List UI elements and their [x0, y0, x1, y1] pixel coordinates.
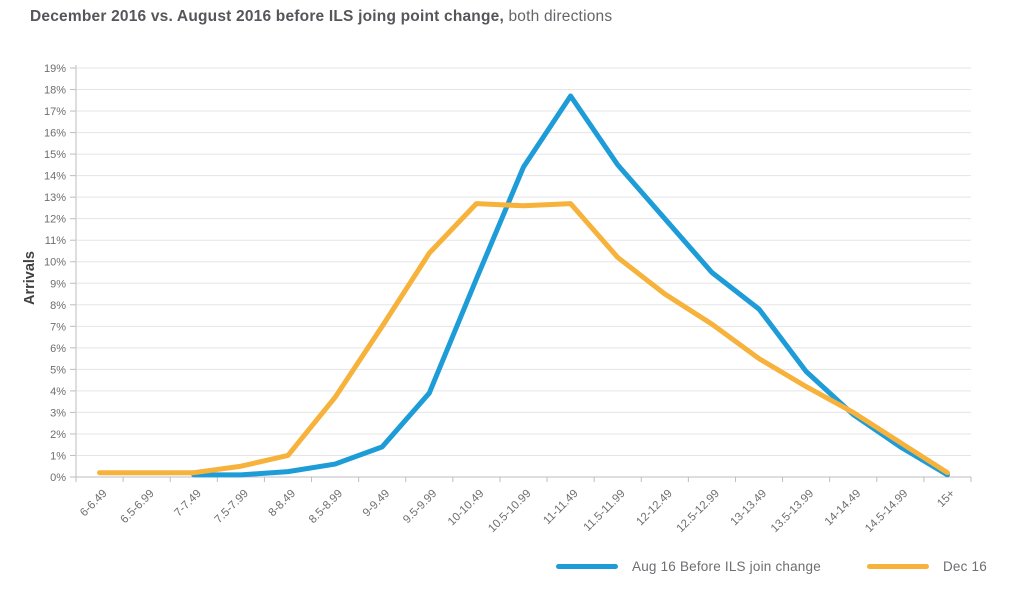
y-tick-label: 6% [50, 343, 66, 355]
y-axis-title: Arrivals [22, 251, 38, 305]
x-tick-label: 8-8.49 [267, 488, 299, 520]
x-tick-label: 7-7.49 [172, 488, 204, 520]
y-tick-label: 8% [50, 300, 66, 312]
y-tick-label: 5% [50, 364, 66, 376]
x-tick-label: 10-10.49 [446, 488, 487, 529]
x-tick-label: 14.5-14.99 [863, 488, 910, 535]
x-tick-label: 11-11.49 [541, 488, 580, 527]
y-tick-label: 9% [50, 278, 66, 290]
y-tick-label: 12% [44, 214, 66, 226]
legend-label-dec16: Dec 16 [942, 559, 987, 574]
legend-label-aug16: Aug 16 Before ILS join change [632, 559, 821, 574]
y-tick-label: 11% [45, 235, 66, 247]
x-tick-label: 9.5-9.99 [401, 488, 439, 526]
chart-title-suffix: both directions [503, 8, 613, 25]
y-tick-label: 13% [44, 192, 66, 204]
series-line-dec16 [97, 201, 950, 476]
x-tick-label: 7.5-7.99 [213, 488, 251, 526]
x-tick-label: 8.5-8.99 [307, 488, 345, 526]
y-tick-label: 14% [44, 171, 66, 183]
chart-title-main: December 2016 vs. August 2016 before ILS… [30, 8, 504, 25]
x-tick-label: 9-9.49 [361, 488, 393, 520]
x-tick-label: 11.5-11.99 [582, 488, 628, 534]
y-tick-label: 4% [50, 386, 66, 398]
x-tick-label: 12-12.49 [634, 488, 675, 529]
legend-swatch-dec16 [866, 564, 929, 569]
y-tick-label: 10% [44, 257, 66, 269]
y-tick-label: 17% [44, 106, 66, 118]
y-tick-label: 7% [50, 321, 66, 333]
y-tick-label: 2% [50, 429, 66, 441]
x-tick-label: 15+ [935, 487, 957, 509]
x-tick-label: 6.5-6.99 [118, 488, 156, 526]
y-tick-label: 18% [44, 85, 66, 97]
series-line-aug16 [191, 93, 950, 478]
x-tick-label: 12.5-12.99 [675, 488, 722, 535]
y-tick-label: 3% [50, 407, 66, 419]
legend-item-dec16: Dec 16 [866, 559, 987, 574]
y-tick-label: 16% [44, 128, 66, 140]
x-tick-label: 14-14.49 [823, 488, 864, 529]
y-tick-label: 15% [44, 149, 66, 161]
x-tick-label: 10.5-10.99 [486, 488, 533, 535]
y-tick-label: 19% [44, 63, 66, 75]
x-tick-label: 13.5-13.99 [769, 488, 816, 535]
line-chart: 0% 1% 2% 3% 4% 5% 6% 7% 8% 9% 10% 11% 12% 13% 14% 15% 16… [22, 63, 972, 535]
y-tick-label: 0% [50, 472, 66, 484]
chart-title: December 2016 vs. August 2016 before ILS… [30, 8, 612, 26]
x-tick-label: 6-6.49 [78, 488, 110, 520]
legend-item-aug16: Aug 16 Before ILS join change [556, 559, 821, 574]
y-tick-label: 1% [50, 450, 66, 462]
legend-swatch-aug16 [556, 564, 618, 569]
x-tick-label: 13-13.49 [729, 488, 770, 529]
chart-legend: Aug 16 Before ILS join change Dec 16 [556, 559, 987, 574]
